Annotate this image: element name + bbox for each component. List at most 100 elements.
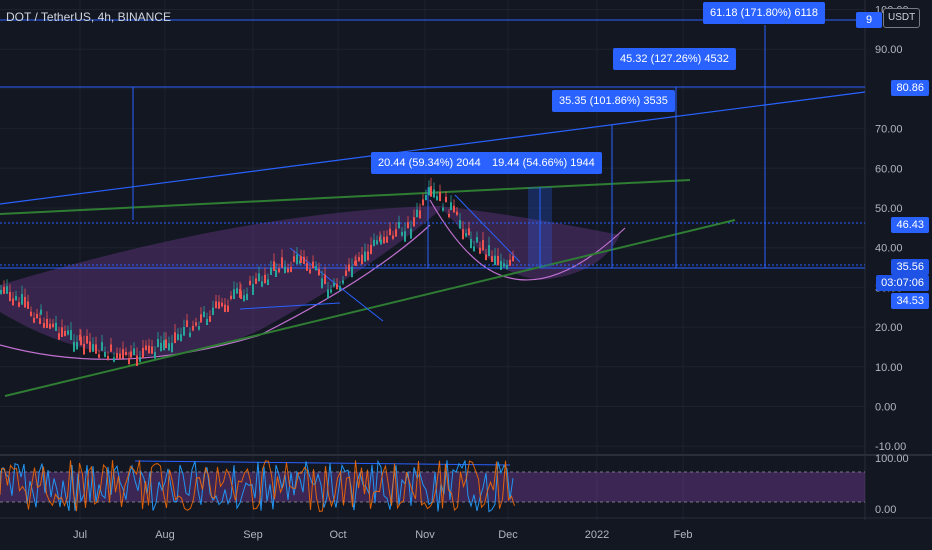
candle-body <box>389 228 391 236</box>
symbol-title: DOT / TetherUS, 4h, BINANCE <box>6 10 171 24</box>
price-tick-label: 90.00 <box>875 44 903 56</box>
candle-body <box>450 202 452 211</box>
support-line <box>4 219 736 397</box>
measure-label-5[interactable]: 19.44 (54.66%) 1944 <box>485 152 602 174</box>
candle-body <box>64 330 66 337</box>
candle-body <box>287 268 289 273</box>
candle-body <box>73 341 75 352</box>
candle-body <box>351 266 353 278</box>
measure-label-3[interactable]: 35.35 (101.86%) 3535 <box>552 90 675 112</box>
candle-body <box>40 309 42 315</box>
price-tag-top: 9 <box>856 12 882 28</box>
candle-body <box>206 318 208 326</box>
candle-body <box>380 239 382 245</box>
candle-body <box>15 295 17 301</box>
candle-body <box>128 358 130 365</box>
candle-body <box>249 280 251 285</box>
candle-body <box>24 296 26 308</box>
candle-body <box>267 279 269 286</box>
candle-body <box>312 261 314 269</box>
candle-body <box>160 342 162 352</box>
candle-body <box>180 334 182 342</box>
candle-body <box>192 325 194 331</box>
candle-body <box>18 302 20 307</box>
candle-body <box>264 274 266 284</box>
candle-body <box>224 304 226 313</box>
candle-body <box>459 220 461 229</box>
candle-body <box>157 338 159 348</box>
candle-body <box>92 344 94 352</box>
currency-button[interactable]: USDT <box>883 8 921 28</box>
candle-body <box>336 283 338 290</box>
candle-body <box>413 217 415 227</box>
candle-body <box>284 266 286 274</box>
candle-body <box>107 356 109 360</box>
candle-body <box>503 263 505 267</box>
candle-body <box>151 346 153 354</box>
candle-body <box>470 239 472 249</box>
candle-body <box>419 210 421 219</box>
candle-body <box>404 231 406 242</box>
candle-body <box>370 244 372 255</box>
candle-body <box>174 332 176 344</box>
candle-body <box>428 187 430 196</box>
price-tick-label: 10.00 <box>875 362 903 374</box>
candle-body <box>395 229 397 237</box>
candle-body <box>261 281 263 287</box>
time-axis-label: Oct <box>329 529 346 541</box>
candle-body <box>142 347 144 358</box>
candle-body <box>309 269 311 274</box>
candle-body <box>83 343 85 355</box>
candle-body <box>278 268 280 273</box>
candle-body <box>6 286 8 294</box>
candle-body <box>476 237 478 243</box>
cup-curve <box>429 199 626 281</box>
candle-body <box>473 246 475 252</box>
candle-body <box>67 330 69 335</box>
divergence-line <box>134 460 511 466</box>
price-tick-label: 20.00 <box>875 322 903 334</box>
candle-body <box>116 353 118 359</box>
candle-body <box>21 293 23 305</box>
price-tag-80: 80.86 <box>891 80 929 96</box>
time-axis-label: Nov <box>415 529 435 541</box>
time-axis-label: Aug <box>155 529 175 541</box>
candle-body <box>321 278 323 289</box>
candle-body <box>361 254 363 265</box>
measure-label-2[interactable]: 45.32 (127.26%) 4532 <box>613 48 736 70</box>
candle-body <box>9 291 11 302</box>
candle-body <box>183 326 185 336</box>
candle-body <box>125 351 127 355</box>
candle-body <box>386 236 388 243</box>
candle-body <box>154 352 156 359</box>
candle-body <box>122 349 124 359</box>
measure-label-1[interactable]: 61.18 (171.80%) 6118 <box>703 2 826 24</box>
candle-body <box>436 196 438 200</box>
price-tag-current: 35.56 <box>891 259 929 275</box>
resistance-line <box>0 179 691 215</box>
candle-body <box>315 266 317 270</box>
candle-body <box>218 301 220 309</box>
measure-box <box>528 187 552 267</box>
candle-body <box>101 342 103 351</box>
candle-body <box>339 286 341 291</box>
measure-label-4[interactable]: 20.44 (59.34%) 2044 <box>371 152 488 174</box>
candle-body <box>270 267 272 276</box>
candle-body <box>376 240 378 245</box>
time-axis-label: 2022 <box>585 529 609 541</box>
candle-body <box>255 278 257 284</box>
candle-body <box>355 260 357 266</box>
candle-body <box>373 239 375 247</box>
candle-body <box>36 313 38 319</box>
candle-body <box>113 357 115 362</box>
candle-body <box>227 305 229 312</box>
candle-body <box>273 261 275 271</box>
candle-body <box>407 222 409 229</box>
flag-line <box>454 194 521 263</box>
candle-body <box>500 261 502 270</box>
candle-body <box>133 348 135 356</box>
candle-body <box>398 222 400 229</box>
candle-body <box>119 353 121 360</box>
